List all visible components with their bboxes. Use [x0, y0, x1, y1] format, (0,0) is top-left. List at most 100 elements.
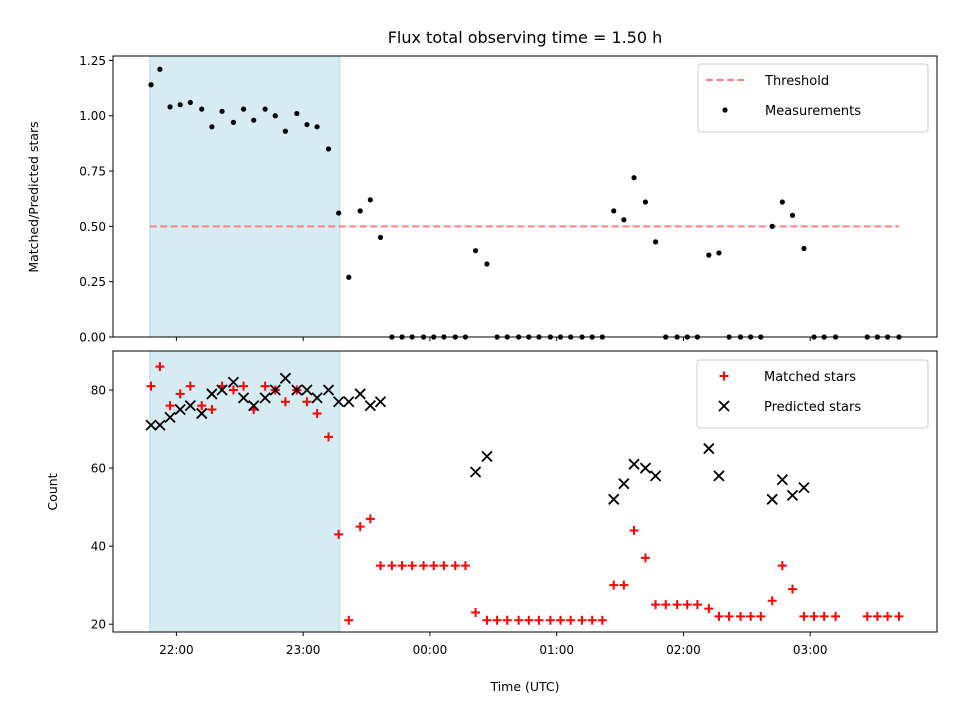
x-tick-label: 23:00 — [286, 643, 321, 657]
matched-star-point — [736, 611, 746, 621]
matched-star-point — [746, 611, 756, 621]
predicted-star-point — [333, 396, 345, 408]
predicted-star-point — [608, 493, 620, 505]
matched-star-point — [883, 611, 893, 621]
matched-star-point — [787, 584, 797, 594]
measurement-point — [484, 261, 490, 267]
predicted-star-point — [628, 458, 640, 470]
top-y-tick-label: 0.75 — [79, 165, 106, 179]
measurement-point — [157, 66, 163, 72]
chart-title: Flux total observing time = 1.50 h — [388, 28, 663, 47]
measurement-point — [187, 99, 193, 106]
predicted-star-point — [469, 466, 482, 478]
predicted-star-point — [798, 481, 810, 494]
matched-star-point — [894, 611, 904, 621]
matched-star-point — [629, 526, 639, 536]
top-legend: Threshold Measurements — [697, 63, 929, 133]
top-highlight-span — [149, 55, 341, 338]
measurement-point — [167, 104, 173, 110]
predicted-star-point — [174, 403, 186, 416]
matched-star-point — [239, 381, 249, 391]
matched-star-point — [324, 432, 334, 442]
measurement-point — [314, 124, 320, 130]
matched-star-point — [482, 615, 492, 625]
measurement-point — [230, 119, 237, 125]
legend-label: Threshold — [764, 74, 829, 89]
matched-star-point — [704, 604, 714, 614]
matched-star-point — [334, 529, 344, 539]
bottom-axes-frame — [112, 350, 938, 633]
matched-star-point — [165, 401, 175, 411]
x-tick-label: 02:00 — [666, 643, 701, 657]
measurement-point — [779, 199, 785, 205]
measurement-point — [272, 113, 278, 119]
x-tick-label: 03:00 — [793, 643, 828, 657]
legend-measurement-swatch — [722, 107, 728, 113]
measurement-point — [642, 199, 649, 205]
bottom-y-tick-label: 60 — [91, 462, 106, 476]
measurement-point — [325, 146, 332, 152]
matched-star-point — [872, 611, 882, 621]
predicted-star-point — [713, 470, 725, 482]
matched-star-point — [619, 580, 629, 590]
matched-star-point — [302, 397, 312, 407]
predicted-star-point — [269, 384, 281, 396]
matched-star-point — [756, 611, 766, 621]
measurement-point — [209, 124, 215, 130]
measurement-point — [631, 175, 637, 181]
legend-matched-swatch — [719, 371, 729, 381]
plot-layer: 0.00 0.25 0.50 0.75 1.00 1.25 20 40 60 80 22:00 23:… — [79, 54, 938, 657]
top-axes-frame — [112, 55, 938, 338]
measurement-point — [148, 82, 154, 88]
top-y-tick-label: 0.50 — [79, 220, 106, 234]
matched-star-point — [439, 561, 449, 571]
measurement-point — [472, 248, 479, 254]
predicted-star-point — [776, 474, 788, 486]
matched-star-point — [524, 615, 534, 625]
matched-star-point — [597, 615, 607, 625]
measurement-point — [240, 106, 247, 112]
measurement-point — [199, 106, 205, 112]
measurement-point — [294, 110, 300, 117]
predicted-star-point — [618, 478, 630, 490]
matched-star-point — [555, 615, 565, 625]
bottom-legend: Matched stars Predicted stars — [696, 359, 929, 429]
matched-star-point — [819, 611, 829, 621]
predicted-star-point — [481, 450, 493, 463]
legend-predicted-swatch — [718, 400, 730, 412]
matched-star-point — [155, 362, 165, 372]
top-y-axis-label: Matched/Predicted stars — [26, 121, 41, 272]
matched-star-point — [312, 408, 322, 418]
matched-star-point — [419, 561, 429, 571]
x-tick-label: 00:00 — [413, 643, 448, 657]
measurement-point — [706, 252, 712, 258]
predicted-star-point — [301, 384, 313, 396]
predicted-star-point — [259, 392, 271, 404]
matched-star-point — [460, 561, 470, 571]
predicted-star-point — [343, 396, 355, 408]
top-y-tick-label: 0.00 — [79, 331, 106, 345]
matched-star-point — [609, 580, 619, 590]
top-y-tick-label: 1.00 — [79, 109, 106, 123]
measurement-point — [346, 274, 352, 280]
matched-star-point — [640, 553, 650, 563]
matched-star-point — [514, 615, 524, 625]
matched-star-point — [577, 615, 587, 625]
bottom-y-tick-label: 40 — [91, 540, 106, 554]
predicted-star-point — [354, 388, 366, 400]
matched-star-point — [355, 522, 365, 532]
measurement-point — [177, 102, 183, 108]
matched-star-point — [661, 600, 671, 610]
predicted-star-point — [364, 400, 376, 412]
matched-star-point — [799, 611, 809, 621]
predicted-star-point — [374, 396, 387, 408]
predicted-star-point — [322, 384, 335, 396]
predicted-star-point — [145, 419, 157, 431]
matched-star-point — [207, 405, 217, 415]
matched-star-point — [862, 611, 872, 621]
matched-star-point — [566, 615, 576, 625]
matched-star-point — [407, 561, 417, 571]
measurement-point — [611, 208, 617, 214]
measurement-point — [716, 250, 722, 256]
